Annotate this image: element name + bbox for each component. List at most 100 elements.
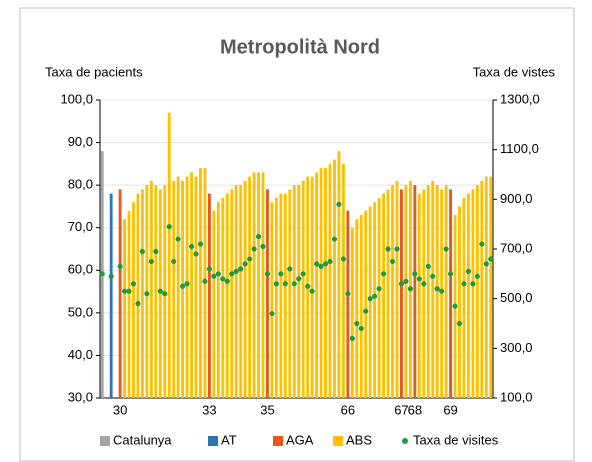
- visit-dot: [291, 281, 297, 287]
- bar: [154, 185, 158, 398]
- y2-axis-label: Taxa de vistes: [473, 64, 556, 79]
- bar: [337, 151, 341, 398]
- visit-dot: [278, 271, 284, 277]
- bar: [288, 189, 292, 398]
- visit-dot: [363, 308, 369, 314]
- legend-label: AT: [221, 432, 237, 447]
- bar: [346, 210, 350, 398]
- visit-dot: [403, 278, 409, 284]
- visit-dot: [434, 286, 440, 292]
- visit-dot: [296, 276, 302, 282]
- visit-dot: [224, 278, 230, 284]
- bar: [382, 193, 386, 398]
- visit-dot: [184, 281, 190, 287]
- visit-dot: [309, 288, 315, 294]
- x-tick-label: 66: [341, 402, 355, 417]
- visit-dot: [148, 258, 154, 265]
- visit-dot: [300, 271, 306, 277]
- visit-dot: [349, 335, 355, 341]
- visit-dot: [456, 320, 463, 327]
- visit-dot: [447, 271, 454, 277]
- visit-dot: [327, 258, 333, 265]
- visit-dot: [372, 293, 378, 299]
- y-tick-label: 90,0: [68, 134, 93, 149]
- legend-swatch: [208, 436, 218, 446]
- y-tick-label: 100,0: [60, 91, 93, 106]
- bar: [435, 185, 439, 398]
- y2-tick-label: 300,0: [500, 340, 533, 355]
- visit-dot: [439, 288, 445, 294]
- bar: [328, 163, 332, 398]
- bar: [315, 172, 319, 398]
- bar: [333, 159, 336, 398]
- visit-dot: [153, 248, 159, 255]
- bar: [471, 189, 475, 398]
- y-tick-label: 60,0: [68, 262, 93, 277]
- bar: [181, 180, 185, 398]
- bar: [149, 180, 153, 398]
- visit-dot: [340, 256, 346, 262]
- legend-swatch: [402, 438, 408, 444]
- visit-dot: [354, 320, 360, 327]
- bar: [417, 193, 421, 398]
- bar: [243, 180, 247, 398]
- visit-dot: [260, 243, 266, 250]
- bar: [475, 185, 479, 398]
- visit-dot: [242, 261, 248, 267]
- bar: [395, 180, 399, 398]
- x-tick-label: 30: [113, 402, 127, 417]
- bar: [118, 189, 122, 398]
- bar: [426, 185, 430, 398]
- bar: [266, 189, 269, 398]
- visit-dot: [336, 201, 342, 207]
- visit-dot: [215, 271, 221, 277]
- bar: [167, 112, 171, 399]
- legend-swatch: [100, 436, 110, 446]
- bar: [386, 189, 390, 398]
- y2-tick-label: 700,0: [500, 240, 533, 255]
- visit-dot: [380, 271, 387, 277]
- visit-dot: [430, 273, 436, 279]
- visit-dot: [407, 286, 413, 292]
- visit-dot: [247, 256, 253, 262]
- visit-dot: [180, 283, 186, 289]
- y2-tick-label: 100,0: [500, 389, 533, 404]
- visit-dot: [452, 303, 458, 309]
- visit-dot: [483, 261, 489, 267]
- bar: [176, 176, 180, 398]
- visit-dot: [197, 241, 204, 247]
- y2-tick-label: 1300,0: [500, 91, 540, 106]
- visit-dot: [264, 271, 271, 277]
- bar: [444, 185, 448, 398]
- visit-dot: [345, 291, 351, 297]
- visit-dot: [108, 273, 114, 279]
- y-tick-label: 30,0: [68, 389, 93, 404]
- visit-dot: [255, 233, 262, 240]
- bar: [458, 206, 461, 398]
- bar: [283, 193, 287, 398]
- bar: [489, 176, 493, 398]
- y2-tick-label: 500,0: [500, 290, 533, 305]
- visit-dot: [157, 288, 163, 294]
- bar: [480, 180, 484, 398]
- visit-dot: [171, 258, 177, 265]
- bar: [132, 202, 135, 398]
- bar: [234, 185, 238, 398]
- bar: [431, 180, 435, 398]
- legend-swatch: [273, 436, 283, 446]
- bar: [319, 168, 323, 398]
- visit-dot: [206, 266, 213, 272]
- chart-title: Metropolità Nord: [220, 36, 380, 58]
- bar: [225, 193, 229, 398]
- y-tick-label: 80,0: [68, 177, 93, 192]
- visit-dot: [389, 258, 396, 265]
- visit-dot: [139, 248, 146, 255]
- visit-dot: [318, 263, 324, 269]
- x-tick-label: 67: [394, 402, 408, 417]
- bar: [239, 185, 243, 398]
- visit-dot: [188, 243, 195, 250]
- visit-dot: [465, 268, 472, 274]
- y-tick-label: 50,0: [68, 304, 93, 319]
- bar: [391, 185, 394, 398]
- visit-dot: [479, 241, 485, 247]
